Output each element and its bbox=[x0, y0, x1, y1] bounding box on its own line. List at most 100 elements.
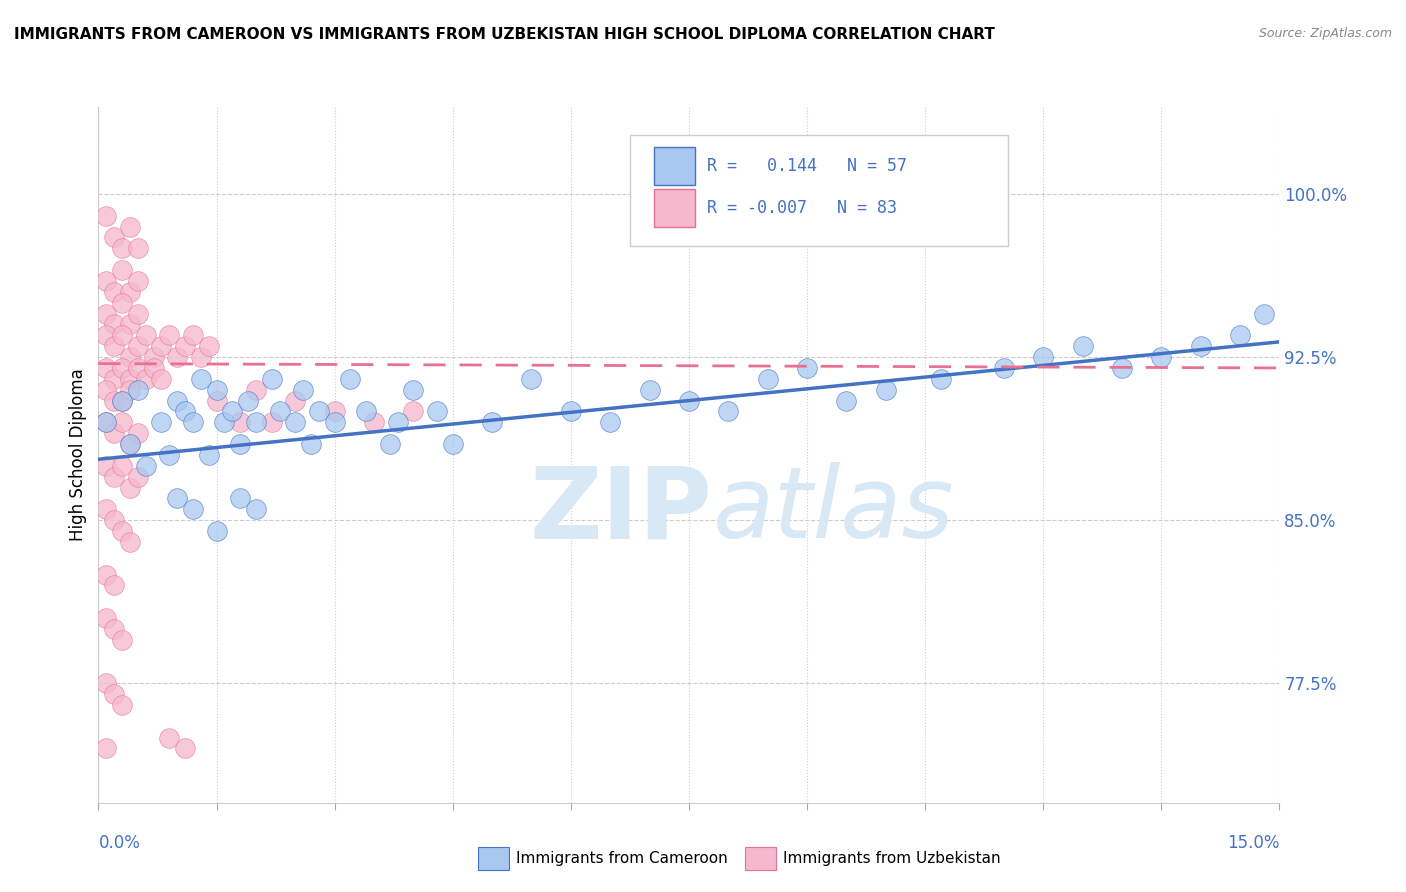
FancyBboxPatch shape bbox=[630, 135, 1008, 246]
Point bbox=[378, 437, 401, 451]
Point bbox=[111, 632, 134, 647]
Point bbox=[103, 426, 125, 441]
Point bbox=[299, 437, 322, 451]
Point bbox=[678, 393, 700, 408]
Point bbox=[260, 415, 283, 429]
Point bbox=[111, 328, 134, 343]
Point bbox=[111, 393, 134, 408]
Point bbox=[323, 404, 346, 418]
Point bbox=[127, 339, 149, 353]
Point bbox=[339, 372, 361, 386]
Point bbox=[111, 524, 134, 538]
Point bbox=[796, 360, 818, 375]
Point bbox=[96, 415, 118, 429]
Point bbox=[103, 393, 125, 408]
Point bbox=[1189, 339, 1212, 353]
Point bbox=[103, 372, 125, 386]
Text: Source: ZipAtlas.com: Source: ZipAtlas.com bbox=[1258, 27, 1392, 40]
Point bbox=[96, 567, 118, 582]
Point bbox=[96, 383, 118, 397]
Point bbox=[118, 318, 141, 332]
Point bbox=[111, 393, 134, 408]
Point bbox=[127, 469, 149, 483]
Text: ZIP: ZIP bbox=[530, 462, 713, 559]
Point bbox=[103, 339, 125, 353]
Point bbox=[1229, 328, 1251, 343]
Point bbox=[245, 383, 267, 397]
Point bbox=[402, 383, 425, 397]
Point bbox=[96, 307, 118, 321]
Point bbox=[426, 404, 449, 418]
Point bbox=[387, 415, 409, 429]
Point bbox=[717, 404, 740, 418]
Text: Immigrants from Uzbekistan: Immigrants from Uzbekistan bbox=[783, 851, 1001, 866]
Point bbox=[111, 698, 134, 712]
Point bbox=[1032, 350, 1054, 364]
Point bbox=[229, 437, 252, 451]
Point bbox=[308, 404, 330, 418]
Point bbox=[96, 415, 118, 429]
Point bbox=[150, 415, 173, 429]
Point bbox=[190, 372, 212, 386]
Point bbox=[96, 611, 118, 625]
Point bbox=[441, 437, 464, 451]
Point bbox=[127, 241, 149, 255]
Point bbox=[103, 687, 125, 701]
Point bbox=[245, 415, 267, 429]
Point bbox=[1111, 360, 1133, 375]
Point bbox=[402, 404, 425, 418]
Point bbox=[111, 263, 134, 277]
Point bbox=[111, 458, 134, 473]
Point bbox=[560, 404, 582, 418]
Point bbox=[363, 415, 385, 429]
Point bbox=[875, 383, 897, 397]
Point bbox=[127, 383, 149, 397]
Point bbox=[118, 219, 141, 234]
Point bbox=[929, 372, 952, 386]
Text: R =   0.144   N = 57: R = 0.144 N = 57 bbox=[707, 157, 907, 175]
FancyBboxPatch shape bbox=[654, 147, 695, 186]
Point bbox=[135, 458, 157, 473]
Point bbox=[197, 339, 219, 353]
Point bbox=[599, 415, 621, 429]
Point bbox=[96, 502, 118, 516]
Point bbox=[221, 404, 243, 418]
Point bbox=[103, 230, 125, 244]
Point bbox=[103, 318, 125, 332]
Point bbox=[284, 415, 307, 429]
Point bbox=[157, 328, 180, 343]
Text: 0.0%: 0.0% bbox=[98, 834, 141, 852]
Point bbox=[142, 360, 165, 375]
Point bbox=[111, 415, 134, 429]
Point bbox=[835, 393, 858, 408]
Point bbox=[190, 350, 212, 364]
Point bbox=[127, 307, 149, 321]
Point bbox=[96, 209, 118, 223]
Point bbox=[103, 285, 125, 299]
Point bbox=[96, 328, 118, 343]
Point bbox=[481, 415, 503, 429]
Point bbox=[157, 731, 180, 745]
Point bbox=[150, 372, 173, 386]
Point bbox=[174, 404, 197, 418]
Point bbox=[103, 622, 125, 636]
Point bbox=[205, 524, 228, 538]
Point bbox=[96, 676, 118, 690]
Point bbox=[142, 350, 165, 364]
Point bbox=[150, 339, 173, 353]
Point bbox=[96, 458, 118, 473]
Point bbox=[229, 491, 252, 506]
Point bbox=[197, 448, 219, 462]
Point bbox=[96, 360, 118, 375]
Point bbox=[1150, 350, 1173, 364]
Point bbox=[118, 481, 141, 495]
Point bbox=[214, 415, 236, 429]
Point bbox=[292, 383, 315, 397]
Y-axis label: High School Diploma: High School Diploma bbox=[69, 368, 87, 541]
Point bbox=[166, 350, 188, 364]
Point bbox=[520, 372, 543, 386]
Point bbox=[638, 383, 661, 397]
Point bbox=[269, 404, 291, 418]
Text: IMMIGRANTS FROM CAMEROON VS IMMIGRANTS FROM UZBEKISTAN HIGH SCHOOL DIPLOMA CORRE: IMMIGRANTS FROM CAMEROON VS IMMIGRANTS F… bbox=[14, 27, 995, 42]
Point bbox=[103, 513, 125, 527]
